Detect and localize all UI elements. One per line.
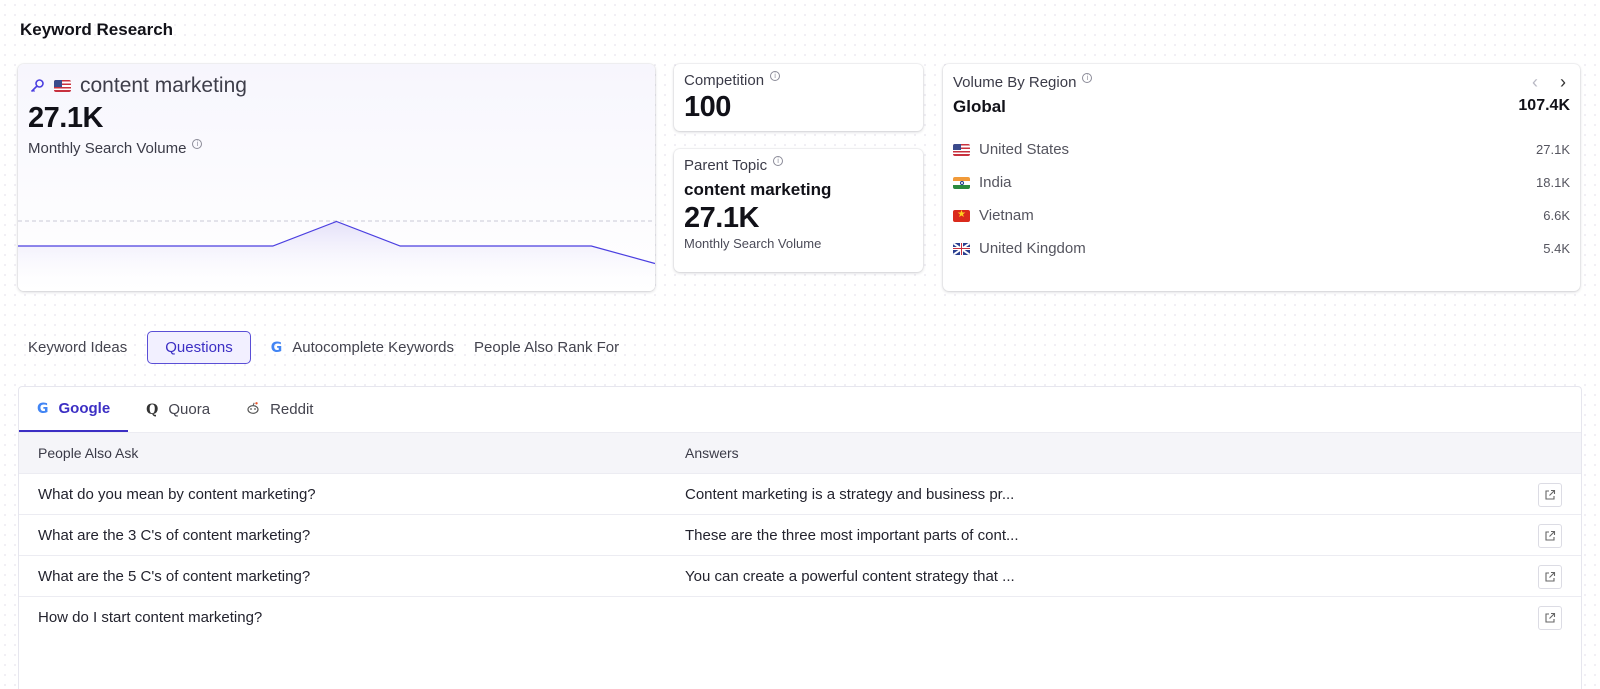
question-cell: What do you mean by content marketing? [38, 485, 316, 503]
chevron-right-icon[interactable]: › [1560, 72, 1566, 92]
competition-label: Competition [684, 72, 765, 89]
parent-topic-label: Parent Topic [684, 157, 768, 174]
keyword-volume-label: Monthly Search Volume [28, 140, 187, 157]
column-header-questions: People Also Ask [38, 445, 139, 461]
questions-table-body: What do you mean by content marketing? C… [19, 474, 1581, 638]
tab-questions[interactable]: Questions [147, 331, 251, 364]
parent-topic-card: Parent Topic i content marketing 27.1K M… [674, 149, 923, 272]
external-link-button[interactable] [1538, 483, 1562, 507]
tab-people-also-rank-for[interactable]: People Also Rank For [474, 339, 620, 356]
tab-keyword-ideas[interactable]: Keyword Ideas [28, 339, 128, 356]
question-cell: How do I start content marketing? [38, 609, 263, 626]
tab-autocomplete-keywords[interactable]: G Autocomplete Keywords [261, 332, 464, 363]
page-title: Keyword Research [20, 20, 174, 39]
region-value: 27.1K [1536, 142, 1570, 157]
region-global-row: Global 107.4K [953, 97, 1570, 117]
region-global-name: Global [953, 97, 1006, 116]
keyword-volume-label-row: Monthly Search Volume i [28, 138, 203, 157]
table-row: What are the 3 C's of content marketing?… [19, 515, 1581, 556]
vietnam-flag-icon [953, 209, 970, 222]
parent-topic-keyword[interactable]: content marketing [684, 180, 832, 199]
key-icon [28, 77, 46, 95]
source-tabs: G Google Q Quora Reddit [19, 387, 1581, 432]
info-icon[interactable]: i [1082, 72, 1093, 83]
google-icon: G [37, 400, 49, 417]
parent-topic-volume-label: Monthly Search Volume [684, 236, 822, 251]
table-row: What are the 5 C's of content marketing?… [19, 556, 1581, 597]
external-link-button[interactable] [1538, 524, 1562, 548]
tab-quora-label: Quora [168, 401, 211, 418]
search-trend-chart [18, 220, 655, 291]
research-tabs: Keyword Ideas Questions G Autocomplete K… [18, 331, 629, 364]
trend-line [18, 220, 655, 265]
region-country: United Kingdom [979, 240, 1086, 257]
tab-google[interactable]: G Google [19, 387, 129, 432]
competition-card: Competition i 100 [674, 64, 923, 131]
answer-cell: These are the three most important parts… [685, 526, 1019, 544]
competition-label-row: Competition i [684, 70, 913, 89]
region-country: United States [979, 141, 1070, 158]
keyword-overview-card: content marketing 27.1K Monthly Search V… [18, 64, 655, 291]
tab-reddit-label: Reddit [270, 401, 314, 418]
region-row-india: India 18.1K [953, 166, 1570, 199]
table-row: How do I start content marketing? [19, 597, 1581, 638]
questions-panel: G Google Q Quora Reddit People Also Ask … [18, 386, 1582, 689]
question-cell: What are the 5 C's of content marketing? [38, 567, 311, 585]
external-link-icon [1545, 489, 1556, 500]
info-icon[interactable]: i [773, 155, 784, 166]
external-link-icon [1545, 571, 1556, 582]
us-flag-icon [953, 143, 970, 156]
keyword-text: content marketing [80, 74, 247, 97]
external-link-icon [1545, 612, 1556, 623]
region-list: United States 27.1K India 18.1K Vietnam … [953, 133, 1570, 265]
answer-cell: Content marketing is a strategy and busi… [685, 485, 1015, 503]
chevron-left-icon[interactable]: ‹ [1532, 72, 1538, 92]
volume-by-region-card: Volume By Region i ‹ › Global 107.4K Uni… [943, 64, 1580, 291]
region-global-value: 107.4K [1518, 97, 1570, 114]
parent-topic-volume: 27.1K [684, 202, 759, 234]
parent-topic-label-row: Parent Topic i [684, 155, 913, 174]
region-row-united-states: United States 27.1K [953, 133, 1570, 166]
region-row-vietnam: Vietnam 6.6K [953, 199, 1570, 232]
region-value: 6.6K [1543, 208, 1570, 223]
info-icon[interactable]: i [192, 138, 203, 149]
competition-value: 100 [684, 91, 731, 123]
keyword-volume: 27.1K [28, 102, 103, 134]
google-icon: G [270, 339, 283, 356]
table-row: What do you mean by content marketing? C… [19, 474, 1581, 515]
region-value: 18.1K [1536, 175, 1570, 190]
reddit-icon [246, 401, 260, 418]
column-header-answers: Answers [685, 445, 739, 461]
region-country: Vietnam [979, 207, 1034, 224]
info-icon[interactable]: i [770, 70, 781, 81]
region-country: India [979, 174, 1012, 191]
table-header: People Also Ask Answers [19, 432, 1581, 474]
external-link-button[interactable] [1538, 565, 1562, 589]
region-label: Volume By Region [953, 74, 1077, 91]
tab-autocomplete-label: Autocomplete Keywords [292, 339, 455, 356]
question-cell: What are the 3 C's of content marketing? [38, 526, 311, 544]
region-label-row: Volume By Region i [953, 72, 1093, 93]
tab-reddit[interactable]: Reddit [228, 387, 331, 432]
india-flag-icon [953, 176, 970, 189]
region-row-united-kingdom: United Kingdom 5.4K [953, 232, 1570, 265]
trend-area [18, 221, 655, 291]
tab-quora[interactable]: Q Quora [128, 387, 228, 432]
uk-flag-icon [953, 242, 970, 255]
external-link-button[interactable] [1538, 606, 1562, 630]
answer-cell: You can create a powerful content strate… [685, 567, 1015, 585]
external-link-icon [1545, 530, 1556, 541]
us-flag-icon [54, 80, 71, 92]
tab-google-label: Google [58, 400, 111, 417]
quora-icon: Q [146, 401, 159, 418]
region-value: 5.4K [1543, 241, 1570, 256]
